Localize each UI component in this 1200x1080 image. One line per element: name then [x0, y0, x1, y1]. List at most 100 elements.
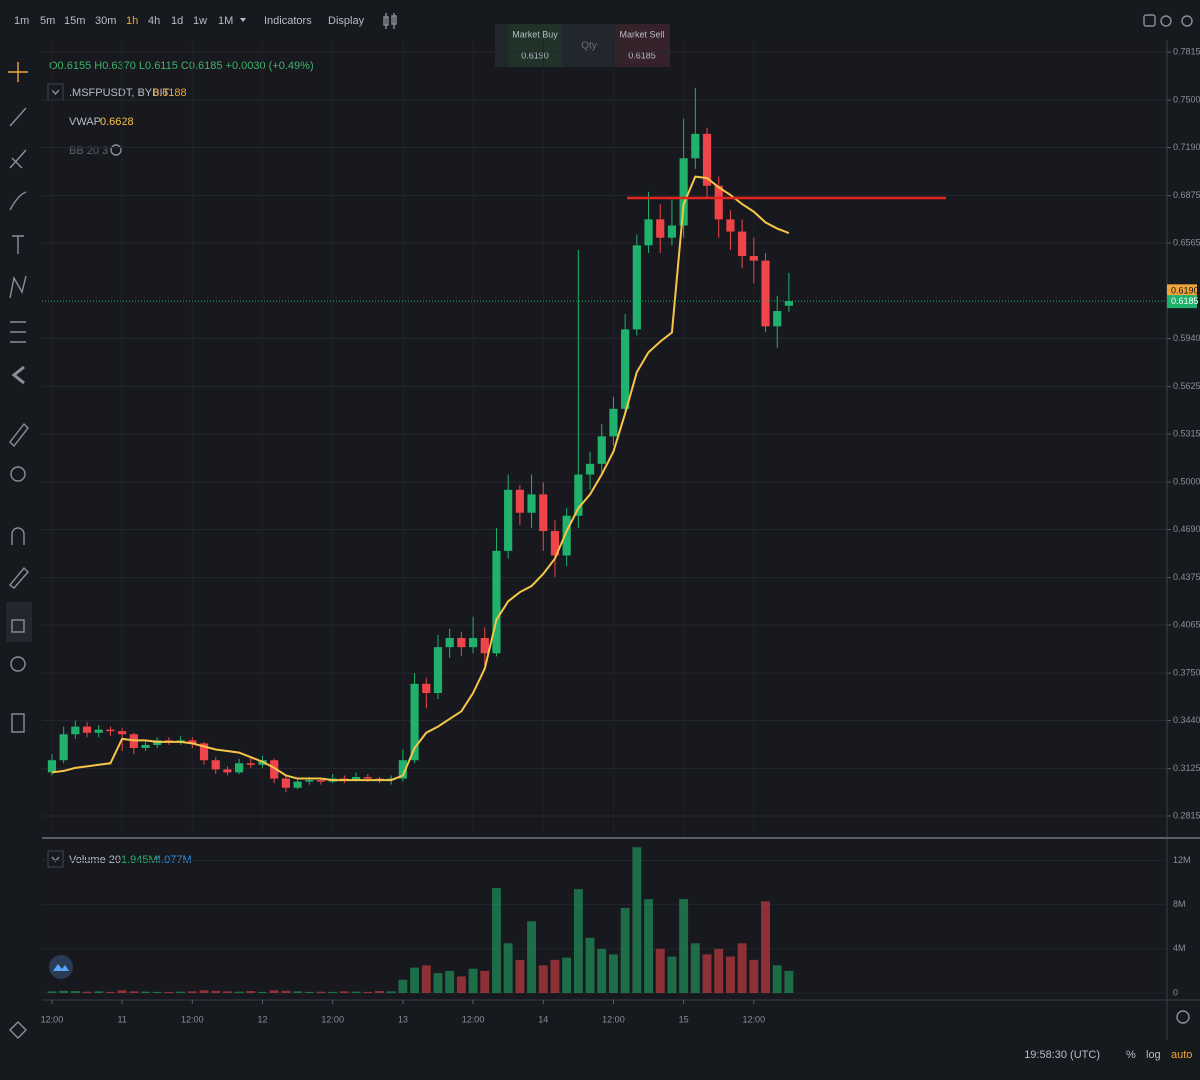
back-tool[interactable]	[11, 365, 25, 385]
volume-bar	[433, 973, 443, 993]
volume-bar	[644, 899, 653, 993]
y-tick-label: 0.5940	[1173, 333, 1200, 343]
layers-tool[interactable]	[9, 1021, 27, 1039]
text-tool[interactable]	[12, 235, 24, 254]
volume-bar	[761, 901, 770, 993]
interval[interactable]: 1M	[218, 15, 233, 27]
volume-bar	[141, 991, 150, 993]
trendline-tool[interactable]	[9, 107, 27, 127]
volume-bar	[445, 970, 455, 993]
interval[interactable]: 5m	[40, 15, 55, 27]
volume-bar	[386, 991, 396, 993]
candle-body	[235, 763, 244, 773]
brush-tool[interactable]	[9, 191, 27, 211]
collapse-icon	[51, 856, 60, 863]
logo	[49, 955, 73, 979]
candle-body	[47, 760, 57, 773]
candle-body	[632, 245, 641, 330]
measure-tool[interactable]	[10, 321, 26, 343]
volume-bar	[503, 943, 513, 993]
candle-body	[539, 494, 548, 532]
magnet-tool[interactable]	[11, 527, 25, 545]
volume-bar	[70, 991, 80, 993]
volume-bar	[410, 967, 420, 993]
candle-body	[118, 731, 127, 735]
pattern-tool[interactable]	[9, 275, 27, 299]
volume-bar	[679, 899, 689, 993]
top-right-icons[interactable]	[1143, 14, 1193, 27]
candle-body	[585, 463, 595, 475]
volume-bar	[608, 954, 618, 993]
buy-label: Market Buy	[512, 29, 558, 39]
vwap-line	[51, 175, 790, 782]
hidden-indicator-icon[interactable]	[110, 144, 122, 156]
candle-body	[644, 219, 653, 246]
y-tick-label: 0.5625	[1173, 381, 1200, 391]
candle-body	[270, 760, 279, 779]
candle-body	[223, 769, 232, 773]
settings-icon[interactable]	[1176, 1010, 1190, 1024]
dropdown-icon[interactable]	[240, 18, 246, 22]
ruler-tool[interactable]	[9, 422, 29, 448]
interval[interactable]: 1d	[171, 15, 183, 27]
trash-tool[interactable]	[11, 713, 25, 733]
volume-bar	[246, 991, 256, 993]
volume-bar	[714, 948, 724, 993]
last-price-tag	[1167, 295, 1197, 309]
indicators-button[interactable]: Indicators	[264, 15, 312, 27]
interval[interactable]: 15m	[64, 15, 85, 27]
candle-body	[82, 726, 92, 733]
candle-body	[515, 489, 524, 513]
volume-bar	[164, 991, 174, 993]
toolbar: 1m 5m 15m 30m 1h 4h 1d 1w 1M Indicators …	[14, 13, 1193, 29]
lock-tool[interactable]	[11, 619, 25, 633]
y-tick-label: 12M	[1173, 855, 1191, 865]
volume-collapse-button[interactable]	[47, 850, 64, 868]
x-tick-label: 12:00	[743, 1014, 766, 1024]
chart-type-icon[interactable]	[383, 13, 397, 29]
y-tick-label: 0.3750	[1173, 668, 1200, 678]
buy-button[interactable]	[508, 24, 562, 67]
logo-mark	[53, 964, 69, 971]
interval[interactable]: 30m	[95, 15, 116, 27]
candle-body	[59, 734, 68, 761]
volume-bar	[749, 959, 759, 993]
interval[interactable]: 1w	[193, 15, 207, 27]
crosshair-tool[interactable]	[8, 62, 28, 82]
qty-input[interactable]: Qty	[581, 41, 597, 52]
y-tick-label: 0.5000	[1173, 477, 1200, 487]
candle-body	[761, 260, 770, 327]
volume-bar	[398, 979, 408, 993]
volume-bar	[690, 943, 700, 993]
sell-button[interactable]	[615, 24, 670, 67]
volume-bar	[129, 991, 139, 993]
ohlc-legend: O0.6155 H0.6370 L0.6115 C0.6185 +0.0030 …	[49, 60, 314, 72]
interval[interactable]: 1m	[14, 15, 29, 27]
y-tick-label: 0.4690	[1173, 524, 1200, 534]
y-tick-label: 0.5315	[1173, 428, 1200, 438]
symbol-label: .MSFPUSDT, BYBIT	[69, 87, 170, 99]
candle-body	[656, 219, 665, 238]
candle-body	[527, 494, 536, 513]
volume-bar	[339, 991, 349, 993]
auto-button[interactable]: auto	[1171, 1049, 1192, 1061]
log-button[interactable]: log	[1146, 1049, 1161, 1061]
interval[interactable]: 4h	[148, 15, 160, 27]
fib-tool[interactable]	[9, 149, 27, 169]
y-tick-label: 0.6565	[1173, 237, 1200, 247]
volume-bar	[316, 991, 326, 993]
zoom-tool[interactable]	[10, 466, 26, 482]
candle-body	[609, 408, 618, 437]
volume-bar	[655, 948, 665, 993]
display-button[interactable]: Display	[328, 15, 365, 27]
interval[interactable]: 1h	[126, 15, 138, 27]
visibility-tool[interactable]	[10, 656, 26, 672]
percent-button[interactable]: %	[1126, 1049, 1136, 1061]
x-tick-label: 11	[117, 1014, 126, 1024]
candle-body	[714, 185, 723, 220]
sell-label: Market Sell	[619, 29, 664, 39]
lock-drawing-tool[interactable]	[8, 566, 29, 589]
volume-bar	[304, 991, 314, 993]
